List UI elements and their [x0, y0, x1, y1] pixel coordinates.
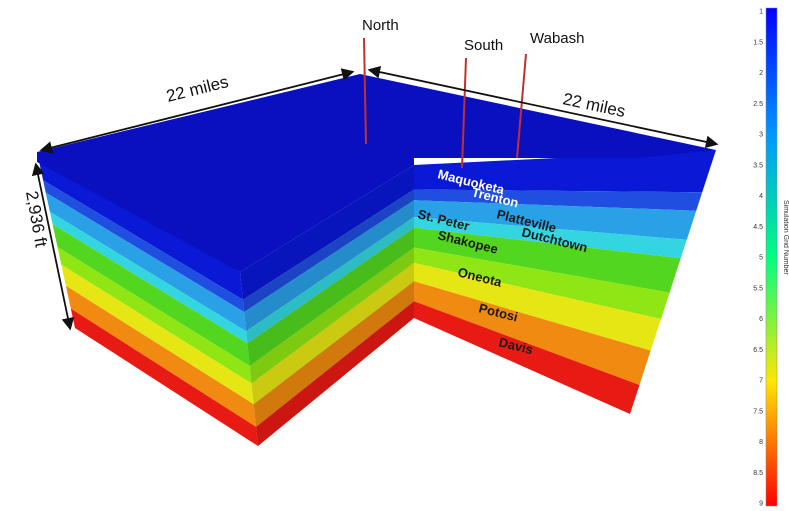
well-line-north: [363, 37, 367, 145]
right-band-platteville: [414, 200, 697, 240]
left-band-st-peter: [52, 224, 250, 366]
notch-band-davis: [256, 301, 414, 446]
right-band-potosi: [414, 281, 651, 385]
left-band-davis: [70, 308, 258, 446]
colorbar-tick-label: 6.5: [753, 347, 763, 354]
left-band-shakopee: [57, 247, 252, 384]
right-band-davis: [414, 301, 640, 414]
right-width-label: 22 miles: [561, 89, 627, 121]
left-band-trenton: [43, 180, 245, 312]
colorbar-tick-label: 3.5: [753, 162, 763, 169]
notch-band-st-peter: [247, 227, 414, 366]
notch-band-dutchtown: [246, 217, 414, 344]
right-band-shakopee: [414, 247, 670, 319]
left-face-layers: [37, 152, 258, 446]
colorbar-title: Simulation Grid Number: [782, 200, 789, 275]
right-face-layers: [414, 150, 716, 414]
colorbar-tick-label: 3: [759, 132, 763, 139]
notch-band-potosi: [253, 281, 414, 427]
colorbar-tick-label: 1.5: [753, 39, 763, 46]
well-label-north: North: [362, 17, 399, 34]
colorbar-tick-label: 2.5: [753, 101, 763, 108]
right-band-st-peter: [414, 227, 681, 293]
colorbar-tick-label: 2: [759, 70, 763, 77]
notch-band-oneota: [251, 262, 414, 405]
left-band-platteville: [45, 192, 247, 332]
colorbar-tick-label: 8.5: [753, 470, 763, 477]
right-band-maquoketa: [414, 150, 716, 193]
notch-front-layers: [240, 165, 414, 446]
left-width-arrow: [39, 68, 355, 154]
colorbar-tick-label: 4: [759, 193, 763, 200]
colorbar-tick-label: 5: [759, 255, 763, 262]
thickness-label: 2,936 ft: [22, 189, 51, 248]
left-band-potosi: [65, 285, 257, 427]
colorbar-tick-label: 9: [759, 501, 763, 508]
colorbar-tick-label: 4.5: [753, 224, 763, 231]
right-band-oneota: [414, 262, 661, 351]
notch-band-platteville: [244, 200, 414, 332]
colorbar-tick-label: 7: [759, 378, 763, 385]
left-band-oneota: [61, 264, 254, 405]
well-label-south: South: [464, 37, 503, 54]
well-label-wabash: Wabash: [530, 30, 584, 47]
colorbar-tick-label: 6: [759, 316, 763, 323]
colorbar-tick-label: 1: [759, 9, 763, 16]
right-width-arrow: [367, 65, 719, 149]
colorbar: 1 1.5 2 2.5 3 3.5 4 4.5 5 5.5 6 6.5 7 7.5 8 8.5 9 Simula…: [753, 7, 789, 508]
notch-band-shakopee: [249, 247, 414, 384]
colorbar-tick-label: 5.5: [753, 285, 763, 292]
left-band-dutchtown: [49, 211, 248, 344]
colorbar-ticks: 1 1.5 2 2.5 3 3.5 4 4.5 5 5.5 6 6.5 7 7.5 8 8.5 9: [753, 9, 763, 508]
right-band-dutchtown: [414, 217, 687, 259]
notch-band-maquoketa: [240, 165, 414, 300]
thickness-arrow: [31, 162, 75, 331]
notch-band-trenton: [242, 189, 414, 312]
notch-shade: [240, 165, 414, 446]
colorbar-tick-label: 8: [759, 439, 763, 446]
left-width-label: 22 miles: [164, 72, 230, 106]
colorbar-ramp: [765, 7, 778, 507]
right-band-trenton: [414, 189, 703, 211]
colorbar-tick-label: 7.5: [753, 408, 763, 415]
